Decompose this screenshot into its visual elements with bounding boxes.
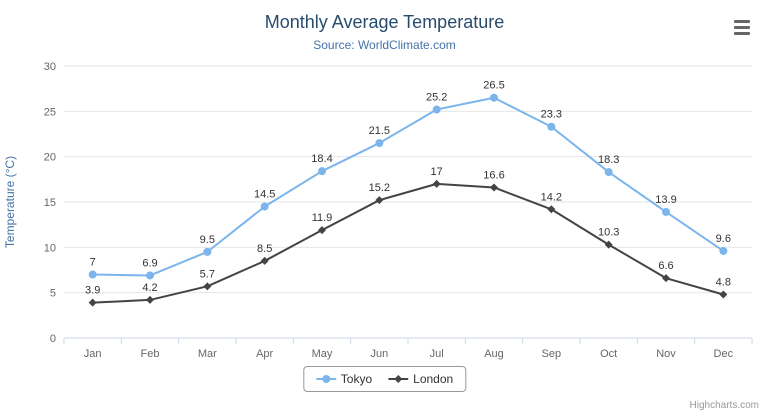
x-axis-label-may: May (312, 348, 333, 360)
tokyo-data-label-jan: 7 (90, 257, 96, 269)
tokyo-line[interactable] (92, 96, 724, 277)
tokyo-point-apr[interactable] (260, 202, 269, 211)
london-data-label-dec: 4.8 (716, 276, 731, 288)
x-axis-label-apr: Apr (256, 348, 273, 360)
tokyo-data-label-feb: 6.9 (142, 257, 157, 269)
tokyo-point-jan[interactable] (88, 270, 97, 279)
tokyo-data-label-sep: 23.3 (541, 109, 562, 121)
london-point-jul[interactable] (432, 179, 441, 188)
y-axis-label-5: 5 (50, 288, 56, 300)
y-axis-label-0: 0 (50, 333, 56, 345)
hamburger-menu-icon[interactable] (731, 16, 755, 38)
london-point-dec[interactable] (719, 290, 728, 299)
x-axis-label-dec: Dec (714, 348, 734, 360)
x-axis-label-nov: Nov (656, 348, 676, 360)
london-data-label-jul: 17 (431, 166, 443, 178)
legend: Tokyo London (302, 366, 467, 392)
london-point-feb[interactable] (146, 295, 154, 304)
hamburger-bar (734, 31, 750, 35)
x-axis-label-aug: Aug (484, 348, 504, 360)
london-data-label-jan: 3.9 (85, 285, 100, 297)
credits-link[interactable]: Highcharts.com (689, 400, 759, 411)
london-point-nov[interactable] (662, 274, 670, 283)
london-data-label-sep: 14.2 (541, 191, 562, 203)
london-point-jan[interactable] (88, 298, 97, 307)
tokyo-point-aug[interactable] (490, 93, 498, 102)
tokyo-data-label-dec: 9.6 (716, 233, 731, 245)
x-axis-label-jun: Jun (370, 348, 388, 360)
london-data-label-apr: 8.5 (257, 243, 272, 255)
tokyo-point-nov[interactable] (662, 207, 670, 216)
x-axis-label-jul: Jul (430, 348, 444, 360)
london-data-label-mar: 5.7 (200, 268, 215, 280)
hamburger-bar (734, 25, 750, 29)
legend-item-tokyo[interactable]: Tokyo (315, 372, 373, 386)
tokyo-point-jul[interactable] (432, 105, 441, 114)
tokyo-data-label-jun: 21.5 (369, 125, 390, 137)
london-data-label-may: 11.9 (312, 212, 333, 224)
london-point-oct[interactable] (604, 240, 613, 249)
london-data-label-aug: 16.6 (483, 169, 504, 181)
x-axis-label-mar: Mar (198, 348, 217, 360)
series-tokyo (88, 93, 728, 280)
series-london (88, 179, 728, 307)
tokyo-point-feb[interactable] (146, 271, 154, 280)
legend-label-tokyo: Tokyo (340, 372, 373, 386)
tokyo-data-label-apr: 14.5 (254, 189, 275, 201)
london-point-jun[interactable] (375, 196, 384, 205)
y-axis-label-20: 20 (44, 152, 56, 164)
london-data-label-feb: 4.2 (142, 282, 157, 294)
y-axis-title: Temperature (°C) (3, 156, 17, 248)
legend-item-london[interactable]: London (388, 372, 453, 386)
london-data-label-oct: 10.3 (598, 227, 619, 239)
y-axis-label-25: 25 (44, 106, 56, 118)
y-axis-label-10: 10 (44, 242, 56, 254)
tokyo-data-label-may: 18.4 (311, 153, 332, 165)
tokyo-data-label-aug: 26.5 (483, 80, 504, 92)
x-axis-label-feb: Feb (141, 348, 160, 360)
london-data-label-nov: 6.6 (658, 260, 673, 272)
tokyo-data-label-mar: 9.5 (200, 234, 215, 246)
tokyo-point-oct[interactable] (604, 168, 613, 177)
tokyo-data-label-oct: 18.3 (598, 154, 619, 166)
tokyo-data-label-jul: 25.2 (426, 92, 447, 104)
london-point-mar[interactable] (203, 282, 212, 291)
x-axis-label-sep: Sep (542, 348, 562, 360)
tokyo-point-sep[interactable] (547, 122, 556, 131)
x-axis-label-jan: Jan (84, 348, 102, 360)
y-axis-label-15: 15 (44, 197, 56, 209)
london-line[interactable] (92, 182, 724, 304)
legend-marker-tokyo-icon (315, 375, 336, 383)
legend-label-london: London (413, 372, 454, 386)
tokyo-point-may[interactable] (318, 167, 326, 176)
london-data-label-jun: 15.2 (369, 182, 390, 194)
tokyo-point-dec[interactable] (719, 246, 728, 255)
tokyo-point-jun[interactable] (375, 139, 384, 148)
london-point-aug[interactable] (490, 183, 498, 192)
london-point-may[interactable] (318, 226, 326, 235)
london-point-sep[interactable] (547, 205, 556, 214)
legend-marker-london-icon (388, 375, 409, 383)
london-point-apr[interactable] (260, 256, 269, 265)
y-axis-label-30: 30 (44, 61, 56, 73)
hamburger-bar (734, 19, 750, 23)
tokyo-data-label-nov: 13.9 (655, 194, 676, 206)
x-axis-label-oct: Oct (600, 348, 617, 360)
tokyo-point-mar[interactable] (203, 247, 212, 256)
